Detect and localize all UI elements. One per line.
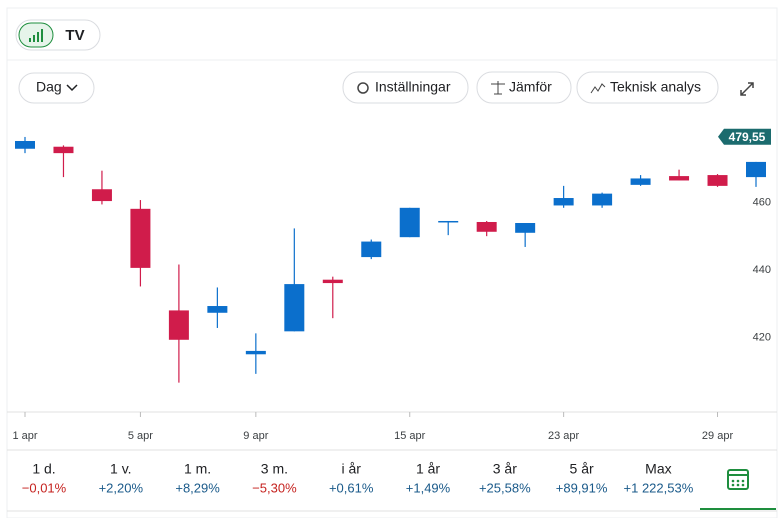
calendar-icon bbox=[727, 469, 749, 490]
candle-body bbox=[399, 207, 420, 238]
candle-body bbox=[476, 221, 497, 232]
analysis-icon bbox=[590, 83, 606, 94]
x-tick-label: 9 apr bbox=[243, 430, 268, 442]
gear-icon bbox=[357, 82, 369, 94]
x-tick-label: 29 apr bbox=[702, 430, 734, 442]
interval-label: Dag bbox=[36, 79, 62, 95]
settings-label: Inställningar bbox=[375, 79, 451, 95]
scale-icon bbox=[491, 81, 505, 95]
candle-body bbox=[168, 310, 189, 340]
x-tick-label: 15 apr bbox=[394, 430, 426, 442]
candle-body bbox=[592, 193, 613, 206]
candle-body bbox=[707, 175, 728, 186]
period-label: 1 v. bbox=[110, 461, 132, 477]
period-change: +1 222,53% bbox=[624, 480, 694, 495]
candle-body bbox=[284, 284, 305, 332]
fullscreen-icon[interactable] bbox=[740, 82, 754, 96]
candle-body bbox=[245, 350, 266, 355]
analysis-button[interactable] bbox=[576, 71, 719, 104]
last-price-badge bbox=[718, 128, 771, 145]
compare-label: Jämför bbox=[509, 79, 552, 95]
x-tick-label: 5 apr bbox=[128, 430, 153, 442]
calendar-dots bbox=[731, 479, 745, 487]
period-label: 3 år bbox=[493, 461, 517, 477]
candle-body bbox=[515, 223, 536, 233]
x-tick-label: 1 apr bbox=[12, 430, 37, 442]
period-label: 5 år bbox=[570, 461, 594, 477]
period-change: +1,49% bbox=[406, 480, 451, 495]
y-tick-label: 420 bbox=[753, 332, 771, 344]
period-label: 1 år bbox=[416, 461, 440, 477]
period-change: +8,29% bbox=[175, 480, 220, 495]
candle-body bbox=[130, 208, 151, 268]
candle-body bbox=[15, 140, 35, 149]
line-mode[interactable] bbox=[18, 22, 54, 48]
period-change: +2,20% bbox=[99, 480, 144, 495]
bars-icon bbox=[29, 29, 43, 42]
analysis-label: Teknisk analys bbox=[610, 79, 701, 95]
period-label: i år bbox=[341, 461, 361, 477]
candle-body bbox=[207, 306, 228, 313]
period-change: −5,30% bbox=[252, 480, 297, 495]
period-label: 1 d. bbox=[32, 461, 55, 477]
candle-body bbox=[630, 178, 651, 185]
y-tick-label: 440 bbox=[753, 264, 771, 276]
candle-body bbox=[53, 146, 74, 154]
period-change: +25,58% bbox=[479, 480, 531, 495]
period-label: 1 m. bbox=[184, 461, 211, 477]
candle-body bbox=[438, 220, 459, 223]
tv-logo[interactable]: TV bbox=[65, 27, 84, 44]
period-change: −0,01% bbox=[22, 480, 67, 495]
settings-button[interactable] bbox=[342, 71, 469, 104]
candle-body bbox=[322, 279, 343, 284]
x-tick-label: 23 apr bbox=[548, 430, 580, 442]
period-label: 3 m. bbox=[261, 461, 288, 477]
period-change: +89,91% bbox=[556, 480, 608, 495]
last-price-label: 479,55 bbox=[729, 130, 766, 144]
candle-body bbox=[361, 241, 382, 258]
candle-body bbox=[746, 161, 766, 178]
chevron bbox=[66, 84, 78, 92]
candle-body bbox=[91, 189, 112, 202]
period-label: Max bbox=[645, 461, 671, 477]
interval-button[interactable] bbox=[18, 72, 95, 104]
candle-body bbox=[669, 176, 690, 181]
candle-body bbox=[553, 198, 574, 206]
compare-button[interactable] bbox=[476, 71, 572, 104]
y-tick-label: 460 bbox=[753, 197, 771, 209]
period-change: +0,61% bbox=[329, 480, 374, 495]
